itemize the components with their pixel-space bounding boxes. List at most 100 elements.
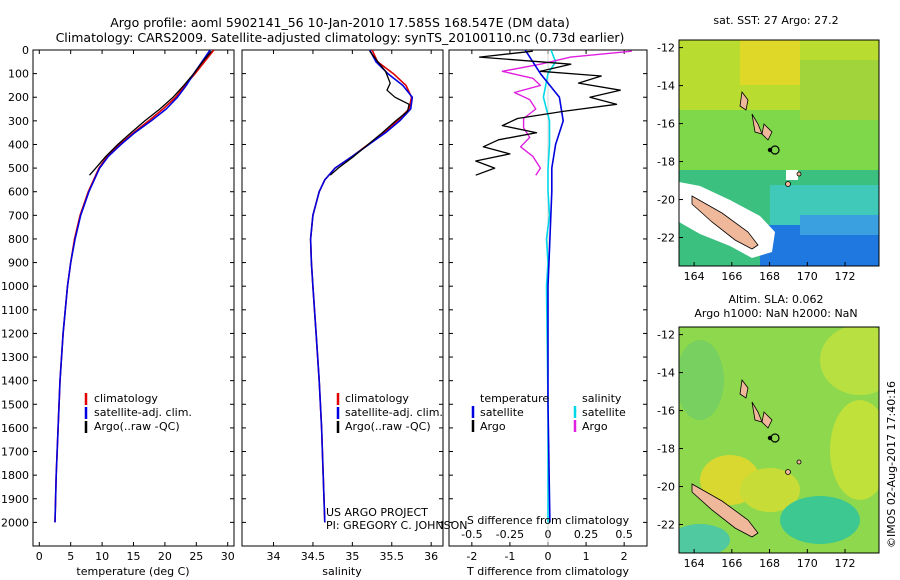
island <box>785 469 791 475</box>
map-lat-label: -14 <box>657 80 675 93</box>
t-difference-tick-label: 1 <box>583 550 590 563</box>
depth-axis: 0 100 200 300 400 500 600 700 800 900 1000 1100 1200… <box>1 44 647 529</box>
credit-pi: PI: GREGORY C. JOHNSON <box>326 519 467 532</box>
sla-high-patch <box>830 400 879 500</box>
difference-profiles <box>475 50 632 546</box>
map-lat-label: -20 <box>657 481 675 494</box>
salinity-argo-line <box>329 50 410 176</box>
temperature-tick-label: 5 <box>67 550 74 563</box>
sla-low-patch <box>679 524 730 553</box>
t-difference-tick-label: -2 <box>466 550 477 563</box>
s-difference-satellite-line <box>542 50 557 523</box>
depth-tick-label: 400 <box>8 138 29 151</box>
depth-tick-label: 1300 <box>1 351 29 364</box>
new-caledonia-land <box>691 483 759 538</box>
temperature-tick-label: 0 <box>36 550 43 563</box>
island <box>796 459 802 465</box>
map-lat-label: -12 <box>657 42 675 55</box>
map-lat-label: -16 <box>657 118 675 131</box>
temperature-tick-label: 10 <box>95 550 109 563</box>
salinity-legend: climatology satellite-adj. clim. Argo(..… <box>336 392 443 433</box>
t-difference-axis-label: T difference from climatology <box>466 565 629 578</box>
depth-tick-label: 2000 <box>1 516 29 529</box>
t-difference-tick-label: 0 <box>545 550 552 563</box>
temperature-tick-label: 15 <box>127 550 141 563</box>
difference-legend: temperature salinity satellite Argo sate… <box>471 392 626 433</box>
legend-label-s-argo: Argo <box>582 420 608 433</box>
sst-cold-edge <box>800 215 879 235</box>
sla-map <box>679 327 879 553</box>
map-lon-label: 166 <box>721 557 742 570</box>
depth-tick-label: 100 <box>8 68 29 81</box>
map-lat-label: -16 <box>657 405 675 418</box>
s-difference-argo-line <box>501 50 632 176</box>
depth-tick-label: 200 <box>8 91 29 104</box>
s-difference-tick-label: -0.5 <box>461 528 482 541</box>
legend-label-argo: Argo(..raw -QC) <box>345 420 431 433</box>
timestamp: ©IMOS 02-Aug-2017 17:40:16 <box>885 381 898 548</box>
salinity-profiles <box>309 50 414 523</box>
depth-tick-label: 1200 <box>1 327 29 340</box>
s-difference-axis-label: S difference from climatology <box>467 514 630 527</box>
island <box>761 411 773 429</box>
depth-tick-label: 1900 <box>1 493 29 506</box>
sst-map-axes: 164 166 168 170 172 -12 -14 -16 -18 -20 -22 <box>657 42 856 283</box>
temperature-x-axis: 0 5 10 15 20 25 30 <box>36 50 235 563</box>
map-lat-label: -14 <box>657 367 675 380</box>
map-lat-label: -20 <box>657 194 675 207</box>
depth-tick-label: 900 <box>8 257 29 270</box>
temperature-tick-label: 25 <box>189 550 203 563</box>
sla-map-title2: Argo h1000: NaN h2000: NaN <box>694 307 857 320</box>
s-difference-tick-label: 0.5 <box>615 528 633 541</box>
sla-map-title1: Altim. SLA: 0.062 <box>728 293 823 306</box>
sst-missing-small <box>786 170 798 180</box>
temperature-profiles <box>54 50 215 523</box>
legend-label-s-satellite: satellite <box>582 406 626 419</box>
figure-title-line2: Climatology: CARS2009. Satellite-adjuste… <box>56 30 625 45</box>
legend-title-temperature: temperature <box>480 392 549 405</box>
legend-label-t-argo: Argo <box>480 420 506 433</box>
temperature-satellite-line <box>54 50 211 523</box>
temperature-tick-label: 20 <box>158 550 172 563</box>
map-lat-label: -12 <box>657 329 675 342</box>
argo-position-marker <box>767 147 773 153</box>
legend-label-climatology: climatology <box>345 392 409 405</box>
t-difference-tick-label: 2 <box>621 550 628 563</box>
depth-tick-label: 600 <box>8 186 29 199</box>
map-lon-label: 164 <box>684 557 705 570</box>
sla-map-frame <box>678 326 880 554</box>
map-lon-label: 172 <box>835 557 856 570</box>
map-lon-label: 168 <box>759 270 780 283</box>
depth-tick-label: 0 <box>22 44 29 57</box>
t-difference-argo-line <box>475 50 621 176</box>
sst-warm-patch <box>740 40 800 85</box>
salinity-tick-label: 36 <box>424 550 438 563</box>
island <box>739 378 749 399</box>
depth-tick-label: 1100 <box>1 304 29 317</box>
island <box>796 171 802 177</box>
legend-label-satellite: satellite-adj. clim. <box>94 406 192 419</box>
sla-high-patch <box>820 327 879 395</box>
map-lon-label: 164 <box>684 270 705 283</box>
legend-label-satellite: satellite-adj. clim. <box>345 406 443 419</box>
salinity-tick-label: 34.5 <box>301 550 326 563</box>
temperature-legend: climatology satellite-adj. clim. Argo(..… <box>84 392 192 433</box>
new-caledonia-land <box>691 195 759 250</box>
legend-label-climatology: climatology <box>94 392 158 405</box>
t-difference-tick-label: -1 <box>504 550 515 563</box>
map-lat-label: -22 <box>657 232 675 245</box>
depth-tick-label: 500 <box>8 162 29 175</box>
sla-patch <box>679 340 724 420</box>
depth-tick-label: 1500 <box>1 398 29 411</box>
map-lon-label: 170 <box>797 270 818 283</box>
legend-label-argo: Argo(..raw -QC) <box>94 420 180 433</box>
map-lon-label: 170 <box>797 557 818 570</box>
depth-tick-label: 300 <box>8 115 29 128</box>
map-lon-label: 168 <box>759 557 780 570</box>
salinity-satellite-line <box>309 50 414 523</box>
island <box>785 181 791 187</box>
depth-tick-label: 1600 <box>1 422 29 435</box>
map-lon-label: 166 <box>721 270 742 283</box>
sla-map-axes: 164 166 168 170 172 -12 -14 -16 -18 -20 -22 <box>657 329 856 570</box>
